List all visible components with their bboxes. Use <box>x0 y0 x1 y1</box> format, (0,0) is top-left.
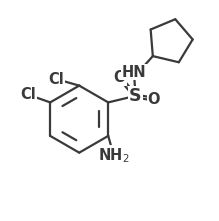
Text: Cl: Cl <box>49 72 64 87</box>
Text: S: S <box>129 87 141 105</box>
Text: HN: HN <box>122 65 147 80</box>
Text: Cl: Cl <box>21 87 36 102</box>
Text: O: O <box>147 92 160 107</box>
Text: O: O <box>113 70 126 85</box>
Text: NH$_2$: NH$_2$ <box>98 146 129 165</box>
